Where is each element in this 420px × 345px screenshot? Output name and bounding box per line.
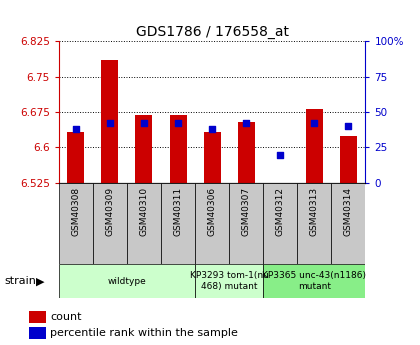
Text: GSM40309: GSM40309: [105, 187, 114, 236]
Bar: [67, 132, 84, 183]
Bar: [170, 116, 186, 183]
Text: GSM40311: GSM40311: [173, 187, 183, 236]
Bar: [127, 183, 161, 264]
Bar: [161, 183, 195, 264]
Text: GSM40312: GSM40312: [276, 187, 285, 236]
Bar: [29, 310, 46, 323]
Text: GSM40310: GSM40310: [139, 187, 148, 236]
Bar: [135, 116, 152, 183]
Point: [345, 124, 352, 129]
Text: strain: strain: [4, 276, 36, 286]
Bar: [195, 183, 229, 264]
Point: [141, 121, 147, 126]
Bar: [59, 183, 93, 264]
Bar: [204, 132, 220, 183]
Bar: [263, 264, 365, 298]
Text: ▶: ▶: [36, 276, 44, 286]
Text: KP3293 tom-1(nu
468) mutant: KP3293 tom-1(nu 468) mutant: [190, 272, 268, 291]
Bar: [340, 136, 357, 183]
Bar: [263, 183, 297, 264]
Bar: [29, 327, 46, 339]
Text: wildtype: wildtype: [108, 277, 146, 286]
Text: percentile rank within the sample: percentile rank within the sample: [50, 328, 238, 338]
Point: [311, 121, 318, 126]
Point: [175, 121, 181, 126]
Text: count: count: [50, 312, 81, 322]
Text: GSM40313: GSM40313: [310, 187, 319, 236]
Point: [277, 152, 284, 157]
Bar: [229, 183, 263, 264]
Bar: [331, 183, 365, 264]
Bar: [306, 109, 323, 183]
Bar: [195, 264, 263, 298]
Point: [73, 126, 79, 132]
Text: GSM40306: GSM40306: [207, 187, 217, 236]
Text: GSM40307: GSM40307: [241, 187, 251, 236]
Text: GSM40308: GSM40308: [71, 187, 80, 236]
Text: KP3365 unc-43(n1186)
mutant: KP3365 unc-43(n1186) mutant: [262, 272, 366, 291]
Bar: [297, 183, 331, 264]
Bar: [238, 121, 255, 183]
Bar: [93, 183, 127, 264]
Bar: [59, 264, 195, 298]
Point: [107, 121, 113, 126]
Title: GDS1786 / 176558_at: GDS1786 / 176558_at: [136, 25, 289, 39]
Point: [209, 126, 215, 132]
Bar: [101, 60, 118, 183]
Point: [243, 121, 249, 126]
Text: GSM40314: GSM40314: [344, 187, 353, 236]
